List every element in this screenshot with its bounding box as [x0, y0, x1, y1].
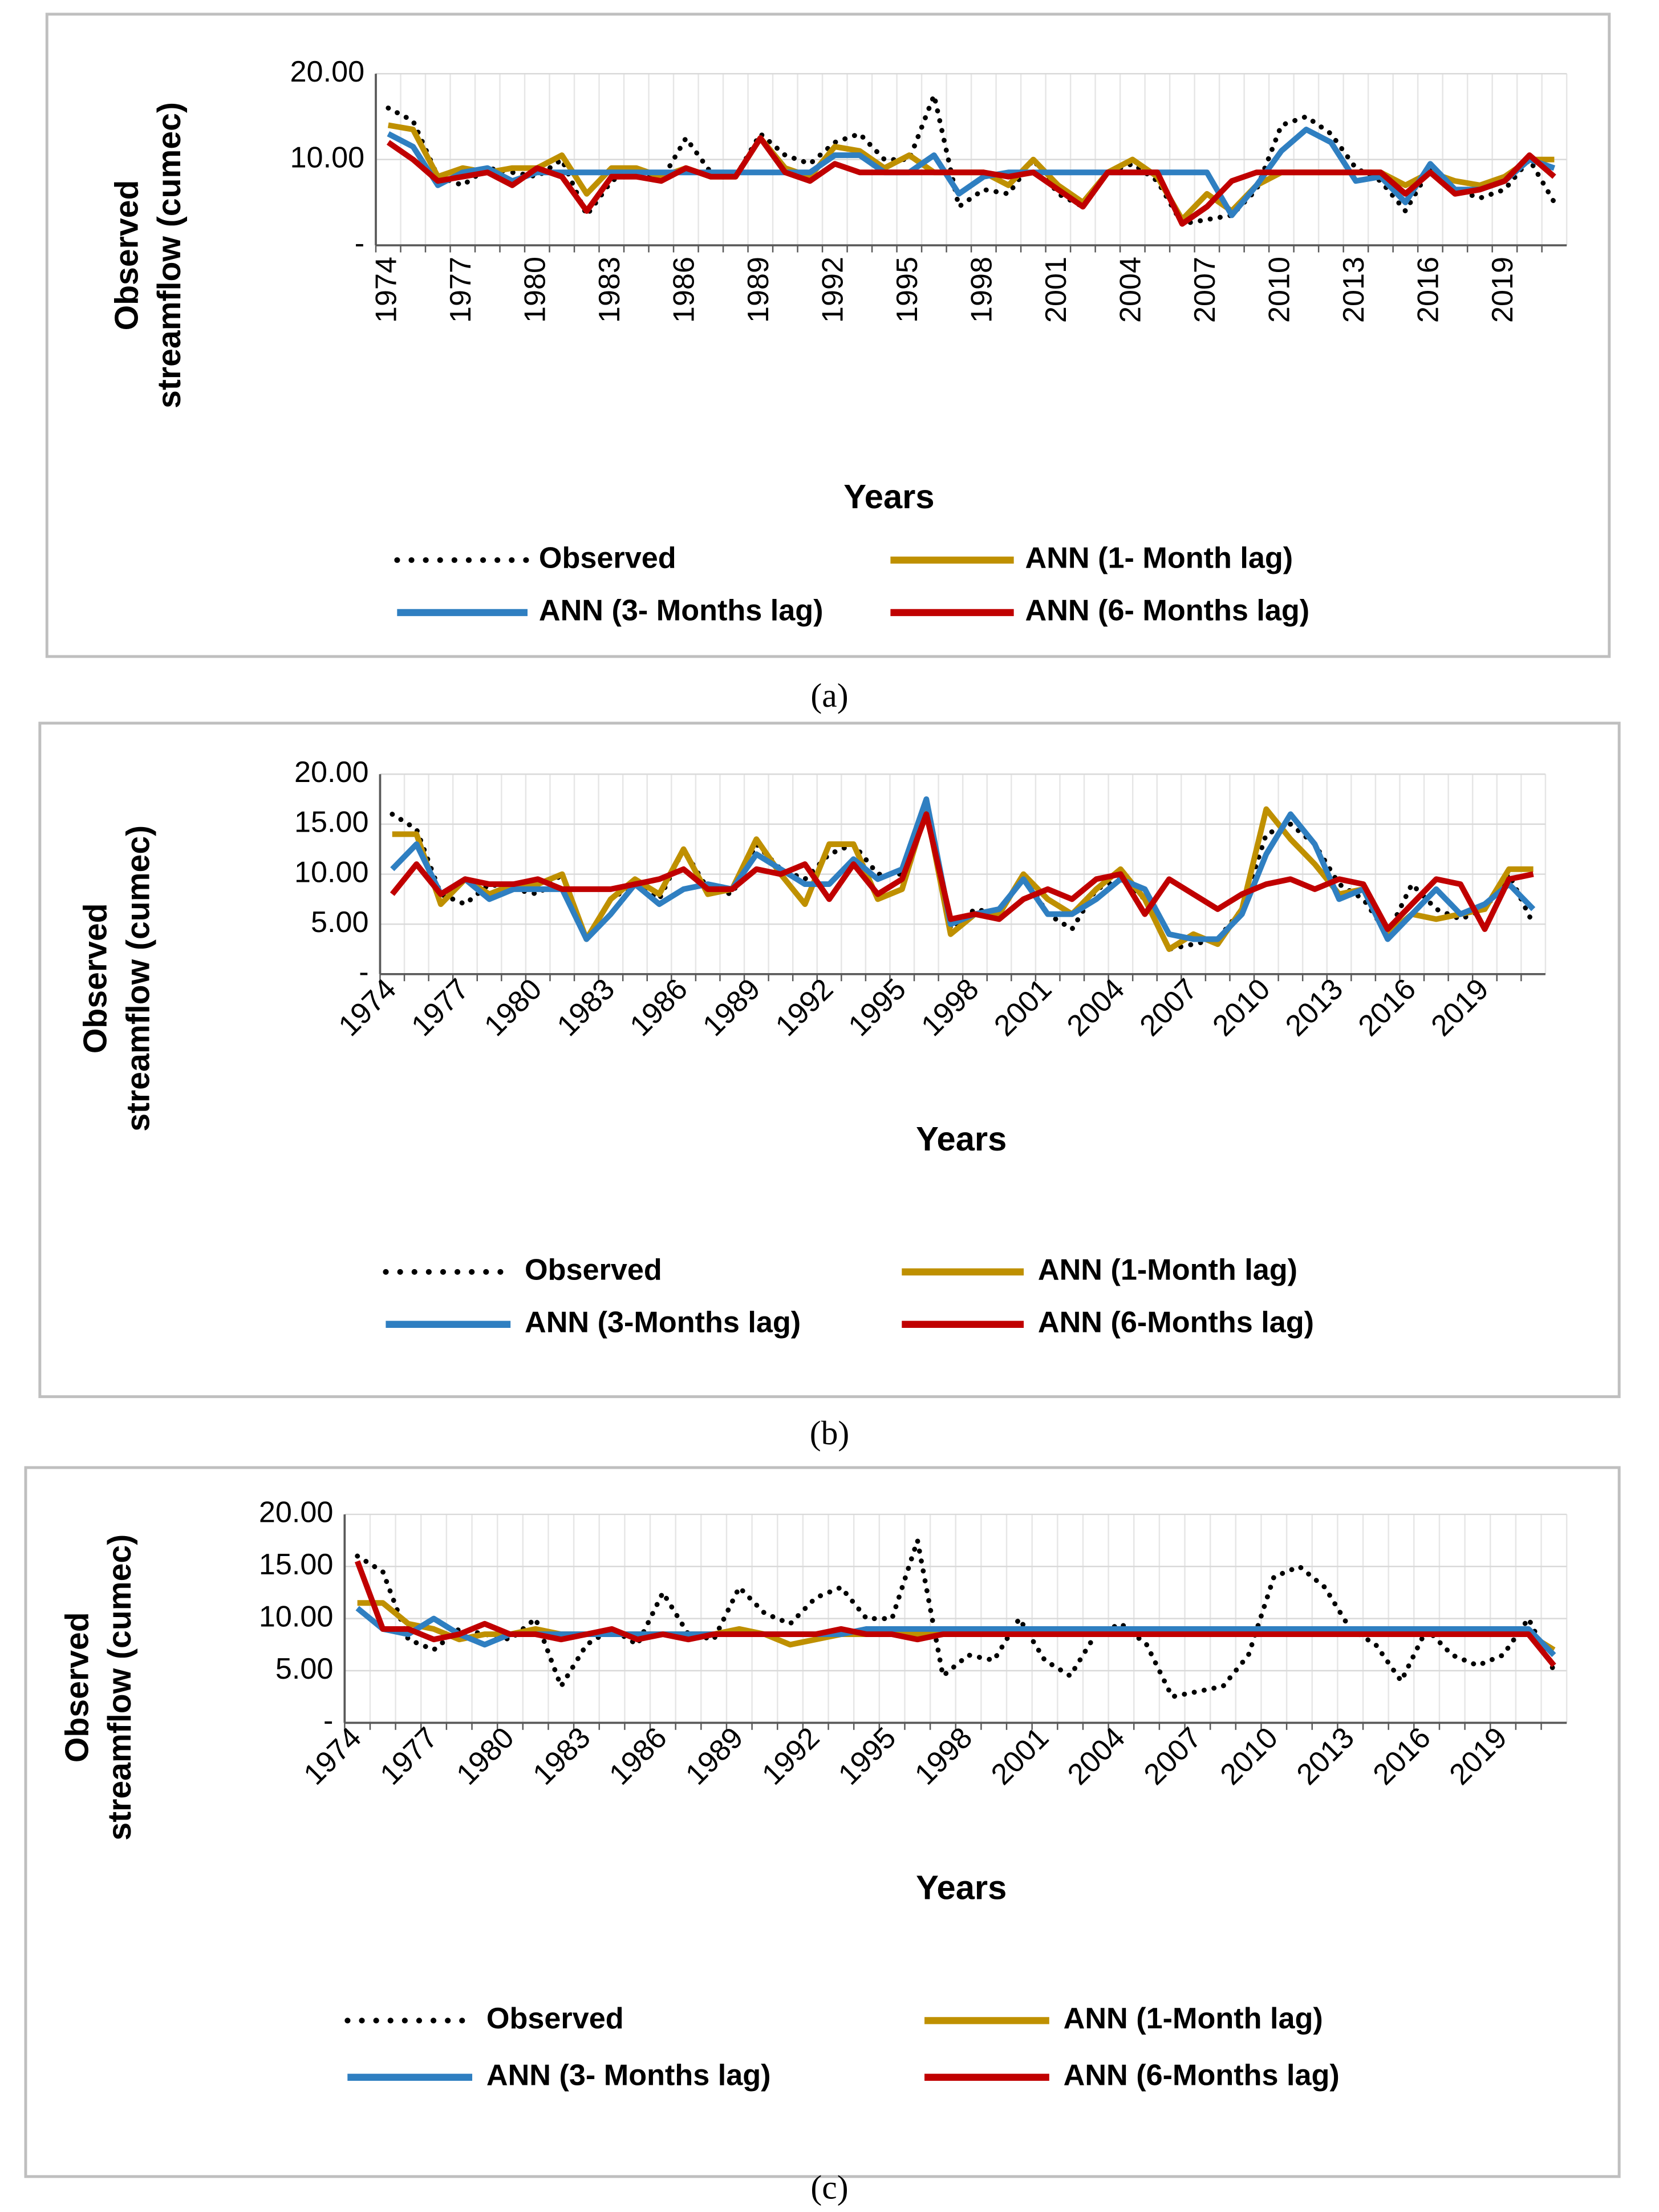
x-tick-label: 2019 [1486, 257, 1519, 323]
y-tick-label: 5.00 [275, 1652, 334, 1686]
legend-label: ANN (1-Month lag) [1064, 2002, 1323, 2035]
x-tick-label: 1989 [742, 257, 775, 323]
x-tick-label: 1998 [966, 257, 999, 323]
x-tick-label: 2007 [1189, 257, 1222, 323]
y-tick-label: 10.00 [290, 141, 365, 174]
legend-label: ANN (3- Months lag) [486, 2059, 771, 2092]
y-axis-title: Observed streamflow (cumec) [58, 1534, 138, 1841]
y-tick-label: 10.00 [259, 1600, 334, 1633]
x-tick-label: 2016 [1412, 257, 1445, 323]
series-line [354, 1560, 1556, 1668]
legend-label: ANN (6- Months lag) [1025, 594, 1310, 627]
x-tick-label: 2004 [1114, 257, 1147, 323]
chart-panel [24, 1466, 1621, 2178]
x-tick-label: 1983 [593, 257, 626, 323]
panel-caption: (c) [810, 2168, 848, 2206]
legend-label: Observed [486, 2002, 624, 2035]
y-axis-title-box: Observed streamflow (cumec) [108, 102, 188, 408]
y-axis-title-box: Observed streamflow (cumec) [76, 825, 156, 1132]
y-tick-label: 15.00 [294, 806, 369, 839]
series-line [386, 135, 1556, 227]
legend-label: ANN (6-Months lag) [1038, 1306, 1314, 1339]
y-tick-label: 10.00 [294, 856, 369, 889]
y-tick-label: 5.00 [311, 906, 369, 939]
x-tick-label: 1977 [444, 257, 477, 323]
legend-label: ANN (1- Month lag) [1025, 542, 1293, 575]
chart-panel [45, 13, 1611, 658]
legend-label: ANN (1-Month lag) [1038, 1254, 1297, 1287]
y-axis-title: Observed streamflow (cumec) [108, 102, 188, 408]
x-axis-title: Years [916, 1120, 1007, 1158]
legend-label: Observed [525, 1254, 662, 1287]
legend-label: ANN (6-Months lag) [1064, 2059, 1340, 2092]
y-tick-label: 20.00 [294, 756, 369, 789]
x-tick-label: 2010 [1263, 257, 1296, 323]
legend-label: Observed [539, 542, 676, 575]
y-tick-label: - [323, 1704, 333, 1737]
x-tick-label: 1992 [817, 257, 850, 323]
panel-caption: (a) [810, 676, 848, 714]
series-line [387, 127, 1556, 218]
series-line [355, 1538, 1557, 1700]
series-line [355, 1606, 1556, 1658]
panel-caption: (b) [810, 1414, 850, 1452]
x-tick-label: 1974 [370, 257, 403, 323]
x-tick-label: 1995 [891, 257, 924, 323]
y-tick-label: 15.00 [259, 1548, 334, 1581]
y-tick-label: - [359, 956, 368, 989]
chart-panel [38, 722, 1621, 1399]
y-axis-title-box: Observed streamflow (cumec) [58, 1534, 138, 1841]
y-tick-label: - [355, 227, 364, 260]
x-tick-label: 1986 [668, 257, 701, 323]
y-tick-label: 20.00 [259, 1496, 334, 1529]
y-tick-label: 20.00 [290, 55, 365, 88]
x-axis-title: Years [843, 477, 934, 516]
legend-label: ANN (3-Months lag) [525, 1306, 801, 1339]
x-tick-label: 2013 [1337, 257, 1370, 323]
series-line [390, 811, 1534, 932]
legend-label: ANN (3- Months lag) [539, 594, 824, 627]
y-axis-title: Observed streamflow (cumec) [76, 825, 156, 1132]
x-axis-title: Years [916, 1868, 1007, 1906]
x-tick-label: 2001 [1040, 257, 1073, 323]
x-tick-label: 1980 [519, 257, 552, 323]
